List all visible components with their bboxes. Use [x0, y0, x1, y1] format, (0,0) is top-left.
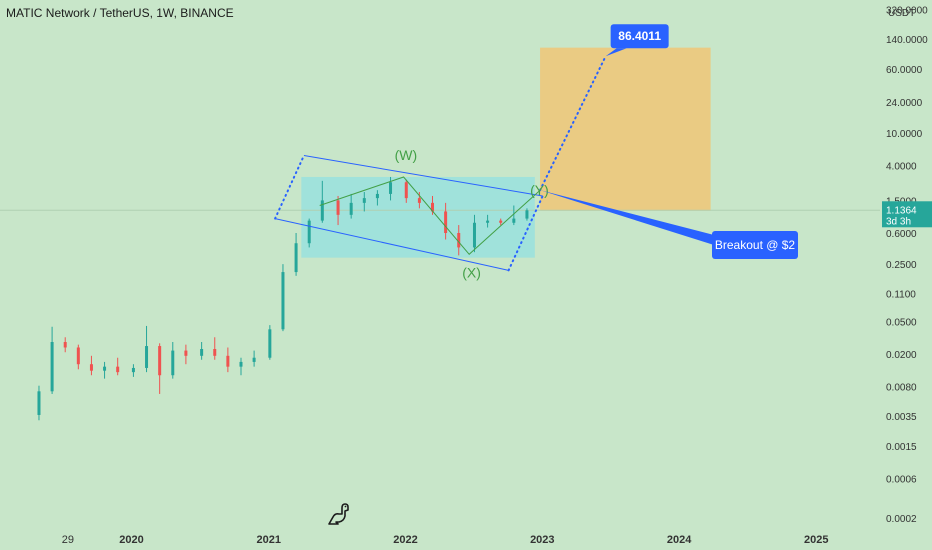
channel-left-dotted-line	[274, 154, 305, 220]
wave-w-label: (W)	[395, 147, 418, 163]
channel-lower-line	[274, 218, 509, 271]
candle-body	[213, 349, 217, 356]
candle-body	[431, 202, 435, 212]
price-tick-label: 0.0035	[886, 412, 917, 423]
candle-body	[37, 391, 41, 415]
candle-body	[268, 329, 272, 358]
breakout-callout-box	[712, 231, 798, 259]
channel-upper-line	[303, 155, 543, 197]
channel-right-dotted-line	[507, 194, 544, 272]
target-callout-pointer	[605, 48, 627, 57]
candle-body	[145, 346, 149, 368]
candle-body	[89, 364, 93, 371]
candle-body	[63, 342, 67, 348]
candle-body	[50, 342, 54, 392]
candle-body	[472, 222, 476, 248]
candle-body	[389, 182, 393, 194]
time-tick-label: 2022	[393, 534, 417, 546]
time-tick-label: 2024	[667, 534, 692, 546]
candle-body	[512, 218, 516, 223]
candle-body	[349, 202, 353, 215]
breakout-label: Breakout @ $2	[715, 238, 796, 252]
projection-dotted-line	[539, 55, 607, 192]
candle-countdown-label: 3d 3h	[886, 216, 911, 227]
candle-body	[131, 367, 135, 373]
candle-body	[375, 193, 379, 199]
price-tick-label: 0.0080	[886, 383, 917, 394]
candle-body	[486, 220, 490, 223]
current-price-badge	[882, 201, 932, 228]
candle-body	[171, 350, 175, 376]
candle-body	[336, 200, 340, 215]
target-price-label: 86.4011	[618, 29, 661, 43]
price-tick-label: 0.0006	[886, 475, 917, 486]
candle-body	[320, 200, 324, 221]
price-tick-label: 0.0002	[886, 514, 917, 525]
price-tick-label: 24.0000	[886, 98, 923, 109]
candle-body	[116, 366, 120, 373]
candle-body	[307, 220, 311, 244]
wave-path	[319, 176, 541, 256]
price-tick-label: 0.0500	[886, 317, 917, 328]
breakout-callout-pointer	[540, 190, 714, 245]
price-tick-label: 4.0000	[886, 162, 917, 173]
price-tick-label: 320.0000	[886, 6, 928, 17]
wave-x-label: (X)	[462, 264, 481, 280]
price-tick-label: 0.1100	[886, 289, 916, 300]
candle-body	[444, 211, 448, 234]
time-tick-label: 2021	[256, 534, 280, 546]
time-tick-label: 2020	[119, 534, 143, 546]
candle-body	[294, 243, 298, 273]
target-box	[540, 47, 711, 211]
candle-body	[499, 220, 503, 223]
price-axis-panel	[880, 0, 932, 550]
target-callout-box	[610, 24, 669, 49]
candle-body	[362, 198, 366, 203]
time-axis-panel	[0, 528, 880, 550]
price-axis-unit: USDT	[888, 8, 915, 19]
candle-body	[158, 346, 162, 376]
chart-title: MATIC Network / TetherUS, 1W, BINANCE	[6, 6, 234, 20]
time-tick-label: 2025	[804, 534, 828, 546]
price-tick-label: 60.0000	[886, 65, 923, 76]
time-tick-label: 2023	[530, 534, 554, 546]
candle-body	[200, 349, 204, 356]
candle-body	[103, 366, 107, 371]
wave-y-label: (Y)	[530, 182, 549, 198]
candle-body	[281, 272, 285, 330]
candle-body	[417, 198, 421, 203]
candle-body	[457, 233, 461, 248]
price-tick-label: 140.0000	[886, 35, 928, 46]
range-box	[301, 176, 535, 258]
candle-body	[252, 357, 256, 362]
candle-body	[525, 210, 529, 219]
time-tick-label: 29	[62, 534, 74, 546]
candle-body	[184, 350, 188, 356]
dinosaur-logo-icon	[328, 503, 349, 525]
price-tick-label: 10.0000	[886, 129, 923, 140]
price-tick-label: 0.2500	[886, 260, 917, 271]
target-callout: 86.4011	[605, 24, 669, 57]
candle-body	[226, 355, 230, 367]
price-tick-label: 0.0200	[886, 350, 917, 361]
candle-body	[239, 361, 243, 367]
price-tick-label: 0.6000	[886, 229, 917, 240]
candle-body	[76, 347, 80, 365]
breakout-callout: Breakout @ $2	[540, 190, 798, 259]
price-tick-label: 0.0015	[886, 442, 917, 453]
current-price-label: 1.1364	[886, 205, 917, 216]
candle-body	[404, 182, 408, 199]
